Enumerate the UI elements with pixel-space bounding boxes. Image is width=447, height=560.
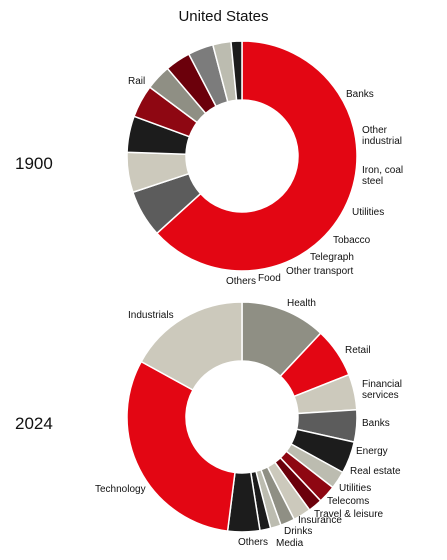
label-real-estate: Real estate	[350, 466, 401, 477]
label-insurance: Insurance	[298, 515, 342, 526]
donut-1900: Rail Banks Other industrial Iron, coal steel U…	[126, 40, 403, 287]
label-utilities: Utilities	[352, 207, 384, 218]
label-food: Food	[258, 273, 281, 284]
label-tobacco: Tobacco	[333, 235, 371, 246]
label-industrials: Industrials	[128, 310, 174, 321]
label-retail: Retail	[345, 345, 371, 356]
donut-2024: Health Retail Financial services Banks Energy…	[95, 298, 402, 549]
label-banks: Banks	[346, 89, 374, 100]
slice-rail	[155, 40, 358, 272]
year-label-2024: 2024	[15, 414, 53, 433]
label-health: Health	[287, 298, 316, 309]
label-media: Media	[276, 538, 304, 549]
label-others: Others	[238, 537, 268, 548]
slice-others	[230, 40, 243, 102]
label-rail: Rail	[128, 76, 145, 87]
label-utilities: Utilities	[339, 483, 371, 494]
label-telecoms: Telecoms	[327, 496, 369, 507]
label-energy: Energy	[356, 446, 388, 457]
label-travel-leisure: Travel & leisure	[314, 509, 384, 520]
label-iron-coal-steel: Iron, coal steel	[362, 165, 403, 187]
label-others: Others	[226, 276, 256, 287]
label-banks: Banks	[362, 418, 390, 429]
label-technology: Technology	[95, 484, 146, 495]
slice-technology	[126, 360, 236, 532]
slice-industrials	[140, 301, 243, 392]
label-other-transport: Other transport	[286, 266, 353, 277]
label-drinks: Drinks	[284, 526, 312, 537]
label-other-industrial: Other industrial	[362, 125, 402, 147]
year-label-1900: 1900	[15, 154, 53, 173]
label-telegraph: Telegraph	[310, 252, 354, 263]
label-financial-services: Financial services	[362, 379, 402, 401]
chart-title: United States	[178, 8, 269, 25]
